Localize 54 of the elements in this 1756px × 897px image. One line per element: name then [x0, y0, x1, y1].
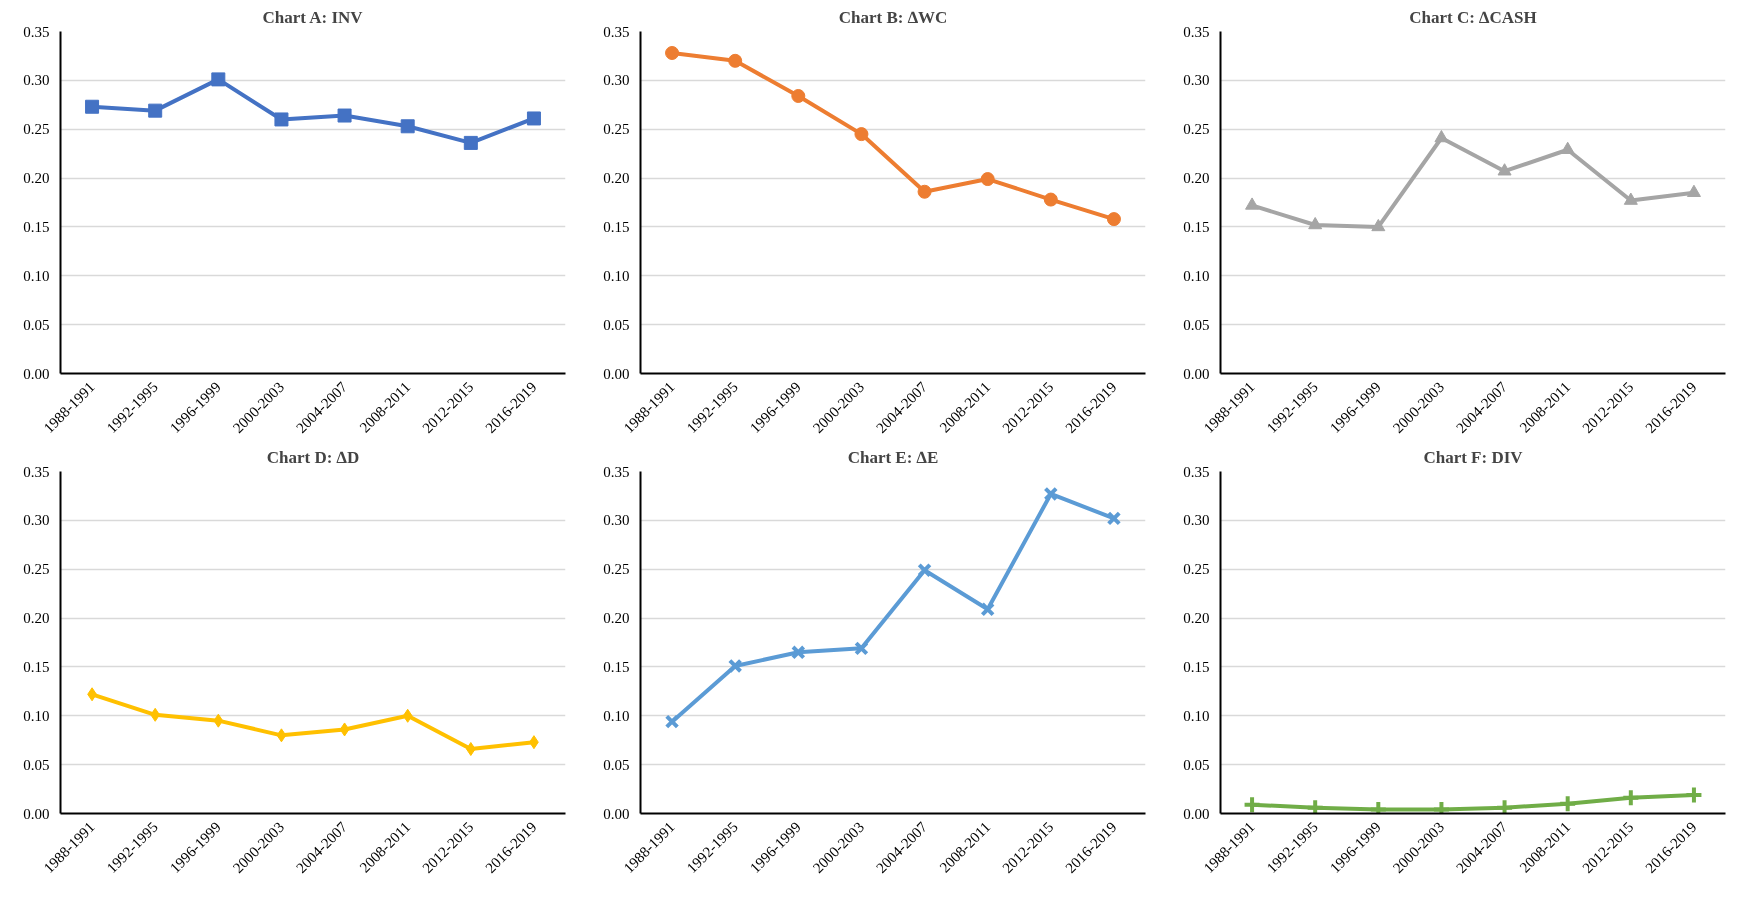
- chart-title: Chart E: ∆E: [847, 447, 939, 467]
- y-tick-label: 0.10: [1183, 267, 1210, 284]
- y-tick-label: 0.15: [1183, 218, 1210, 235]
- chart-title: Chart D: ∆D: [266, 447, 360, 467]
- y-tick-label: 0.00: [23, 805, 50, 822]
- y-tick-label: 0.35: [1183, 463, 1210, 480]
- y-tick-label: 0.10: [603, 707, 630, 724]
- y-tick-label: 0.05: [1183, 316, 1210, 333]
- y-tick-label: 0.10: [1183, 707, 1210, 724]
- chart-title: Chart A: INV: [262, 7, 364, 27]
- y-tick-label: 0.15: [603, 218, 630, 235]
- y-tick-label: 0.30: [1183, 512, 1210, 529]
- y-tick-label: 0.05: [603, 756, 630, 773]
- y-tick-label: 0.20: [23, 610, 50, 627]
- y-tick-label: 0.15: [1183, 658, 1210, 675]
- y-tick-label: 0.05: [603, 316, 630, 333]
- y-tick-label: 0.00: [603, 805, 630, 822]
- y-tick-label: 0.25: [23, 561, 50, 578]
- y-tick-label: 0.05: [1183, 756, 1210, 773]
- y-tick-label: 0.10: [603, 267, 630, 284]
- y-tick-label: 0.20: [603, 170, 630, 187]
- chart-title: Chart C: ∆CASH: [1409, 7, 1537, 27]
- y-tick-label: 0.25: [1183, 561, 1210, 578]
- y-tick-label: 0.30: [23, 512, 50, 529]
- y-tick-label: 0.20: [1183, 610, 1210, 627]
- y-tick-label: 0.25: [1183, 121, 1210, 138]
- y-tick-label: 0.20: [1183, 170, 1210, 187]
- y-tick-label: 0.15: [23, 218, 50, 235]
- y-tick-label: 0.25: [603, 121, 630, 138]
- y-tick-label: 0.25: [23, 121, 50, 138]
- y-tick-label: 0.35: [23, 463, 50, 480]
- y-tick-label: 0.20: [23, 170, 50, 187]
- chart-title: Chart F: DIV: [1423, 447, 1524, 467]
- y-tick-label: 0.10: [23, 707, 50, 724]
- y-tick-label: 0.00: [23, 365, 50, 382]
- y-tick-label: 0.30: [1183, 72, 1210, 89]
- y-tick-label: 0.05: [23, 316, 50, 333]
- y-tick-label: 0.15: [23, 658, 50, 675]
- y-tick-label: 0.00: [1183, 805, 1210, 822]
- y-tick-label: 0.30: [23, 72, 50, 89]
- y-tick-label: 0.25: [603, 561, 630, 578]
- y-tick-label: 0.30: [603, 512, 630, 529]
- y-tick-label: 0.35: [1183, 23, 1210, 40]
- y-tick-label: 0.00: [1183, 365, 1210, 382]
- chart-title: Chart B: ∆WC: [838, 7, 948, 27]
- y-tick-label: 0.15: [603, 658, 630, 675]
- y-tick-label: 0.00: [603, 365, 630, 382]
- y-tick-label: 0.20: [603, 610, 630, 627]
- y-tick-label: 0.35: [603, 463, 630, 480]
- y-tick-label: 0.10: [23, 267, 50, 284]
- y-tick-label: 0.05: [23, 756, 50, 773]
- y-tick-label: 0.30: [603, 72, 630, 89]
- y-tick-label: 0.35: [603, 23, 630, 40]
- y-tick-label: 0.35: [23, 23, 50, 40]
